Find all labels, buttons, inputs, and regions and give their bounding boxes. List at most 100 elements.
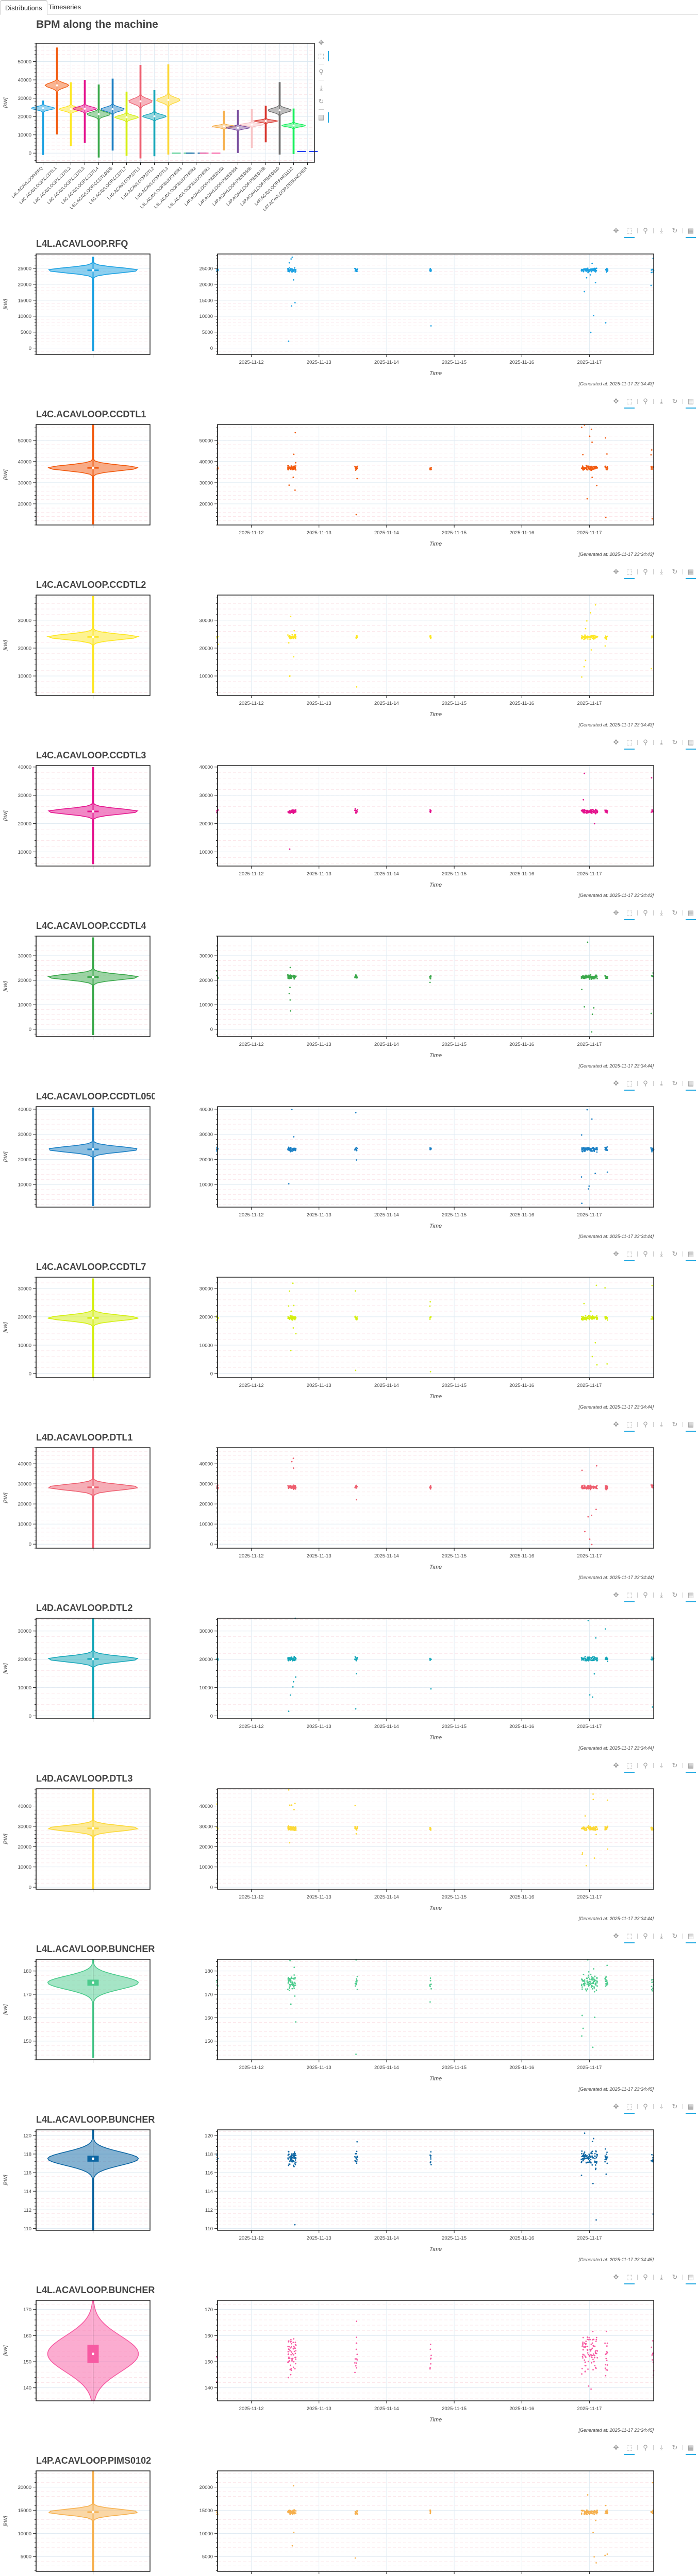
- save-button[interactable]: ⤓: [655, 1078, 668, 1089]
- pan-button[interactable]: ✥: [609, 2101, 623, 2112]
- wheel-zoom-button[interactable]: ⚲: [639, 2101, 652, 2112]
- save-button[interactable]: ⤓: [655, 1419, 668, 1430]
- hover-button[interactable]: ▤: [684, 907, 697, 920]
- reset-button[interactable]: ↻: [668, 566, 682, 578]
- pan-button[interactable]: ✥: [609, 2272, 623, 2283]
- wheel-zoom-button[interactable]: ⚲: [639, 737, 652, 748]
- save-button[interactable]: ⤓: [655, 2272, 668, 2283]
- tab-distributions[interactable]: Distributions: [0, 0, 47, 15]
- wheel-zoom-button[interactable]: ⚲: [639, 396, 652, 407]
- section-violin-chart[interactable]: 0 10000 20000 30000 [kW]: [0, 1273, 155, 1407]
- pan-button[interactable]: ✥: [609, 1078, 623, 1089]
- section-violin-chart[interactable]: 140 150 160 170 [kW]: [0, 2296, 155, 2430]
- hover-button[interactable]: ▤: [684, 2101, 697, 2114]
- section-timeseries-chart[interactable]: 0 5000 10000 15000 20000 25000 2025-11-12 2025-…: [186, 250, 680, 384]
- section-timeseries-chart[interactable]: 150 160 170 180 2025-11-12 2025-11-13 2025-11-…: [186, 1955, 680, 2089]
- pan-button[interactable]: ✥: [609, 566, 623, 578]
- wheel-zoom-button[interactable]: ⚲: [639, 1248, 652, 1260]
- section-violin-chart[interactable]: 150 160 170 180 [kW]: [0, 1955, 155, 2089]
- save-button[interactable]: ⤓: [655, 1248, 668, 1260]
- violin-l4c-acavloop-ccdtl2[interactable]: [58, 82, 84, 146]
- violin-l4p-acavloop-pims0506[interactable]: [239, 109, 264, 148]
- box-zoom-button[interactable]: ⬚: [623, 1248, 636, 1261]
- hover-button[interactable]: ▤: [684, 1419, 697, 1432]
- violin-l4p-acavloop-pims1112[interactable]: [281, 108, 306, 154]
- hover-button[interactable]: ▤: [684, 1760, 697, 1773]
- box-zoom-button[interactable]: ⬚: [623, 1078, 636, 1091]
- pan-button[interactable]: ✥: [609, 907, 623, 919]
- hover-button[interactable]: ▤: [684, 2272, 697, 2284]
- violin[interactable]: [47, 767, 139, 865]
- violin-l4c-acavloop-ccdtl1[interactable]: [44, 47, 70, 134]
- wheel-zoom-button[interactable]: ⚲: [639, 1589, 652, 1601]
- reset-button[interactable]: ↻: [315, 95, 327, 108]
- reset-button[interactable]: ↻: [668, 1419, 682, 1430]
- violin[interactable]: [48, 1107, 138, 1206]
- save-button[interactable]: ⤓: [655, 1760, 668, 1771]
- section-timeseries-chart[interactable]: 20000 30000 40000 50000 2025-11-12 2025-11-13…: [186, 420, 680, 554]
- reset-button[interactable]: ↻: [668, 2101, 682, 2112]
- hover-button[interactable]: ▤: [684, 1078, 697, 1091]
- reset-button[interactable]: ↻: [668, 737, 682, 748]
- pan-button[interactable]: ✥: [609, 737, 623, 748]
- section-timeseries-chart[interactable]: 0 10000 20000 30000 40000 2025-11-12 2025-11-1…: [186, 1785, 680, 1919]
- violin-l4d-acavloop-dtl2[interactable]: [142, 90, 167, 157]
- pan-button[interactable]: ✥: [609, 1589, 623, 1601]
- section-violin-chart[interactable]: 0 10000 20000 30000 40000 [kW]: [0, 1444, 155, 1578]
- violin-l4c-acavloop-ccdtl0506[interactable]: [101, 78, 125, 151]
- wheel-zoom-button[interactable]: ⚲: [639, 907, 652, 919]
- hover-button[interactable]: ▤: [684, 1248, 697, 1261]
- wheel-zoom-button[interactable]: ⚲: [639, 225, 652, 236]
- pan-button[interactable]: ✥: [315, 36, 327, 49]
- violin-l4p-acavloop-pims0102[interactable]: [211, 110, 237, 150]
- overview-violin-chart[interactable]: 01000020000300004000050000[kW]L4L.ACAVLO…: [0, 31, 698, 214]
- section-timeseries-chart[interactable]: 10000 20000 30000 2025-11-12 2025-11-13 2025-…: [186, 591, 680, 725]
- section-violin-chart[interactable]: 0 10000 20000 30000 [kW]: [0, 1614, 155, 1748]
- box-zoom-button[interactable]: ⬚: [623, 1930, 636, 1943]
- violin-l4d-acavloop-dtl1[interactable]: [128, 64, 153, 159]
- violin-l4c-acavloop-ccdtl3[interactable]: [73, 80, 97, 143]
- violin[interactable]: [47, 1278, 139, 1378]
- pan-button[interactable]: ✥: [609, 1760, 623, 1771]
- pan-button[interactable]: ✥: [609, 1248, 623, 1260]
- violin[interactable]: [47, 1788, 139, 1889]
- box-zoom-button[interactable]: ⬚: [623, 907, 636, 920]
- section-violin-chart[interactable]: 10000 20000 30000 [kW]: [0, 591, 155, 725]
- hover-button[interactable]: ▤: [684, 566, 697, 579]
- violin[interactable]: [47, 937, 139, 1035]
- section-violin-chart[interactable]: 10000 20000 30000 40000 [kW]: [0, 1103, 155, 1236]
- wheel-zoom-button[interactable]: ⚲: [639, 1419, 652, 1430]
- save-button[interactable]: ⤓: [655, 2101, 668, 2112]
- hover-button[interactable]: ▤: [684, 737, 697, 750]
- reset-button[interactable]: ↻: [668, 225, 682, 236]
- box-zoom-button[interactable]: ⬚: [623, 1760, 636, 1773]
- box-zoom-button[interactable]: ⬚: [623, 396, 636, 409]
- box-zoom-button[interactable]: ⬚: [623, 566, 636, 579]
- violin-l4p-acavloop-pims0708[interactable]: [253, 106, 279, 143]
- reset-button[interactable]: ↻: [668, 907, 682, 919]
- box-zoom-button[interactable]: ⬚: [623, 1419, 636, 1432]
- reset-button[interactable]: ↻: [668, 1760, 682, 1771]
- wheel-zoom-button[interactable]: ⚲: [639, 566, 652, 578]
- violin-l4c-acavloop-ccdtl4[interactable]: [86, 84, 111, 158]
- wheel-zoom-button[interactable]: ⚲: [639, 1078, 652, 1089]
- section-violin-chart[interactable]: 110 112 114 116 118 120 [kW]: [0, 2126, 155, 2260]
- box-zoom-button[interactable]: ⬚: [623, 225, 636, 238]
- wheel-zoom-button[interactable]: ⚲: [639, 1930, 652, 1942]
- hover-button[interactable]: ▤: [684, 396, 697, 409]
- reset-button[interactable]: ↻: [668, 1589, 682, 1601]
- violin[interactable]: [46, 596, 140, 693]
- save-button[interactable]: ⤓: [655, 737, 668, 748]
- save-button[interactable]: ⤓: [655, 1930, 668, 1942]
- pan-button[interactable]: ✥: [609, 396, 623, 407]
- section-timeseries-chart[interactable]: 0 10000 20000 30000 2025-11-12 2025-11-13 2025…: [186, 932, 680, 1066]
- box-zoom-button[interactable]: ⬚: [623, 2272, 636, 2284]
- save-button[interactable]: ⤓: [655, 566, 668, 578]
- section-violin-chart[interactable]: 20000 30000 40000 50000 [kW]: [0, 420, 155, 554]
- save-button[interactable]: ⤓: [315, 81, 327, 95]
- box-zoom-button[interactable]: ⬚: [623, 2101, 636, 2114]
- section-timeseries-chart[interactable]: 10000 20000 30000 40000 2025-11-12 2025-11-13…: [186, 1103, 680, 1236]
- wheel-zoom-button[interactable]: ⚲: [639, 1760, 652, 1771]
- box-zoom-button[interactable]: ⬚: [315, 49, 329, 63]
- hover-button[interactable]: ▤: [315, 111, 329, 124]
